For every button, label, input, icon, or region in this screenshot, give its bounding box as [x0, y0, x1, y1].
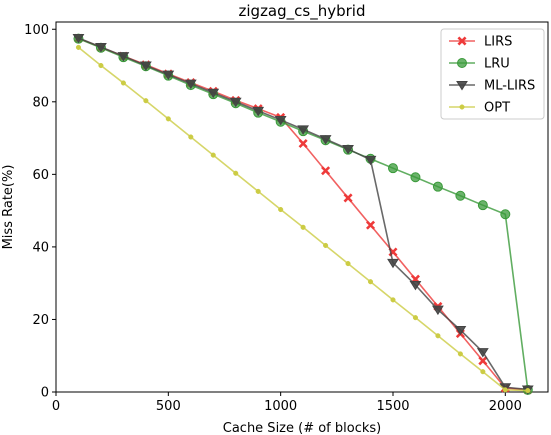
x-tick-label: 1000 [264, 399, 297, 414]
y-tick-label: 100 [24, 23, 49, 38]
x-tick-label: 500 [156, 399, 181, 414]
data-point-opt [436, 333, 441, 338]
x-tick-label: 1500 [376, 399, 409, 414]
data-point-opt [503, 388, 508, 393]
y-tick-label: 20 [32, 313, 49, 328]
data-point-lru [411, 173, 420, 182]
data-point-opt [323, 243, 328, 248]
y-tick-label: 40 [32, 240, 49, 255]
data-point-opt [188, 135, 193, 140]
data-point-lirs [367, 222, 374, 229]
data-point-opt [144, 98, 149, 103]
y-tick-label: 60 [32, 168, 49, 183]
y-tick-label: 80 [32, 95, 49, 110]
data-point-opt [211, 153, 216, 158]
x-tick-label: 0 [52, 399, 60, 414]
data-point-opt [121, 81, 126, 86]
data-point-opt [391, 298, 396, 303]
data-point-lru [456, 191, 465, 200]
data-point-lirs [300, 140, 307, 147]
data-point-lirs [344, 194, 351, 201]
data-point-opt [525, 388, 530, 393]
data-point-opt [99, 63, 104, 68]
data-point-opt [413, 315, 418, 320]
x-axis-ticks: 0 500 1000 1500 2000 [52, 392, 522, 414]
data-point-lirs [479, 357, 486, 364]
data-point-lru [501, 210, 510, 219]
legend-label: LRU [484, 57, 510, 72]
legend: LIRS LRU ML-LIRS OPT [441, 29, 544, 119]
data-point-lru [388, 164, 397, 173]
legend-label: ML-LIRS [484, 79, 535, 94]
data-point-lru [478, 201, 487, 210]
legend-marker [460, 105, 465, 110]
data-point-opt [166, 117, 171, 122]
data-point-opt [301, 225, 306, 230]
legend-label: LIRS [484, 35, 512, 50]
data-point-lru [433, 182, 442, 191]
chart-title: zigzag_cs_hybrid [239, 2, 366, 21]
x-tick-label: 2000 [489, 399, 522, 414]
x-axis-label: Cache Size (# of blocks) [223, 421, 381, 435]
data-point-opt [256, 189, 261, 194]
legend-label: OPT [484, 101, 510, 116]
data-point-opt [278, 207, 283, 212]
y-axis-ticks: 0 20 40 60 80 100 [24, 23, 56, 401]
data-point-opt [458, 352, 463, 357]
data-point-opt [76, 45, 81, 50]
data-point-opt [368, 279, 373, 284]
y-axis-label: Miss Rate(%) [1, 165, 16, 250]
y-tick-label: 0 [41, 386, 49, 401]
data-point-lirs [322, 167, 329, 174]
data-point-opt [481, 369, 486, 374]
legend-marker [458, 59, 467, 68]
data-point-opt [233, 171, 238, 176]
data-point-opt [346, 261, 351, 266]
